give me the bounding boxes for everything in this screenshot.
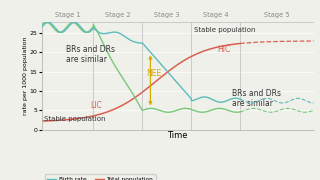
Legend: Birth rate, Death rate, Total population, Projection: Birth rate, Death rate, Total population…	[44, 174, 156, 180]
Text: Stage 1: Stage 1	[55, 12, 80, 18]
Text: Stage 2: Stage 2	[105, 12, 131, 18]
Text: Stable population: Stable population	[194, 27, 255, 33]
Text: LIC: LIC	[91, 101, 102, 110]
Text: BRs and DRs
are similar: BRs and DRs are similar	[232, 89, 281, 109]
Text: NEE: NEE	[146, 69, 162, 78]
Text: Stage 4: Stage 4	[203, 12, 228, 18]
Text: Stage 3: Stage 3	[154, 12, 180, 18]
X-axis label: Time: Time	[167, 131, 188, 140]
Text: BRs and DRs
are similar: BRs and DRs are similar	[66, 45, 115, 64]
Y-axis label: rate per 1000 population: rate per 1000 population	[23, 36, 28, 115]
Text: Stage 5: Stage 5	[264, 12, 290, 18]
Text: HIC: HIC	[217, 45, 230, 54]
Text: Stable population: Stable population	[44, 116, 106, 122]
